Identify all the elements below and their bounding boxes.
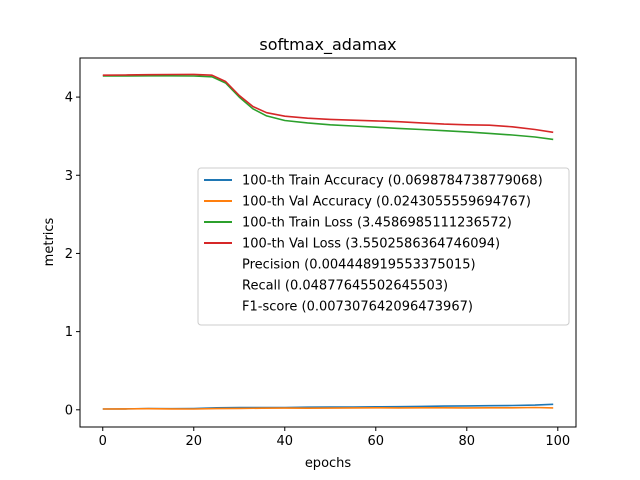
y-tick-label: 3	[65, 169, 73, 184]
series-line-4	[102, 73, 554, 134]
y-axis-label: metrics	[42, 217, 57, 266]
x-tick-label: 0	[99, 434, 107, 449]
x-tick-label: 60	[368, 434, 385, 449]
series-line-3	[102, 75, 554, 141]
y-tick-label: 1	[65, 325, 73, 340]
axes-frame	[79, 57, 577, 428]
x-tick-label: 100	[545, 434, 570, 449]
chart-title: softmax_adamax	[259, 35, 396, 55]
x-tick-label: 20	[185, 434, 202, 449]
legend-entry: F1-score (0.007307642096473967)	[242, 300, 473, 315]
y-tick-label: 0	[65, 403, 73, 418]
legend-entry: 100-th Val Accuracy (0.0243055559694767)	[242, 195, 531, 210]
legend-entry: 100-th Train Accuracy (0.069878473877906…	[242, 174, 543, 189]
legend: 100-th Train Accuracy (0.069878473877906…	[197, 167, 570, 326]
legend-entry: Recall (0.04877645502645503)	[242, 279, 448, 294]
plot-area	[102, 73, 554, 410]
series-line-2	[102, 406, 554, 410]
axis-ticks: 0 20 40 60 80 100 0 1 2 3 4	[65, 91, 570, 449]
x-axis-label: epochs	[305, 456, 352, 471]
legend-entry: Precision (0.004448919553375015)	[242, 258, 476, 273]
legend-entry: 100-th Train Loss (3.4586985111236572)	[242, 216, 512, 231]
x-tick-label: 80	[459, 434, 476, 449]
y-tick-label: 4	[65, 91, 73, 106]
legend-box	[197, 167, 570, 326]
y-tick-label: 2	[65, 247, 73, 262]
x-tick-label: 40	[276, 434, 293, 449]
legend-entry: 100-th Val Loss (3.5502586364746094)	[242, 237, 500, 252]
